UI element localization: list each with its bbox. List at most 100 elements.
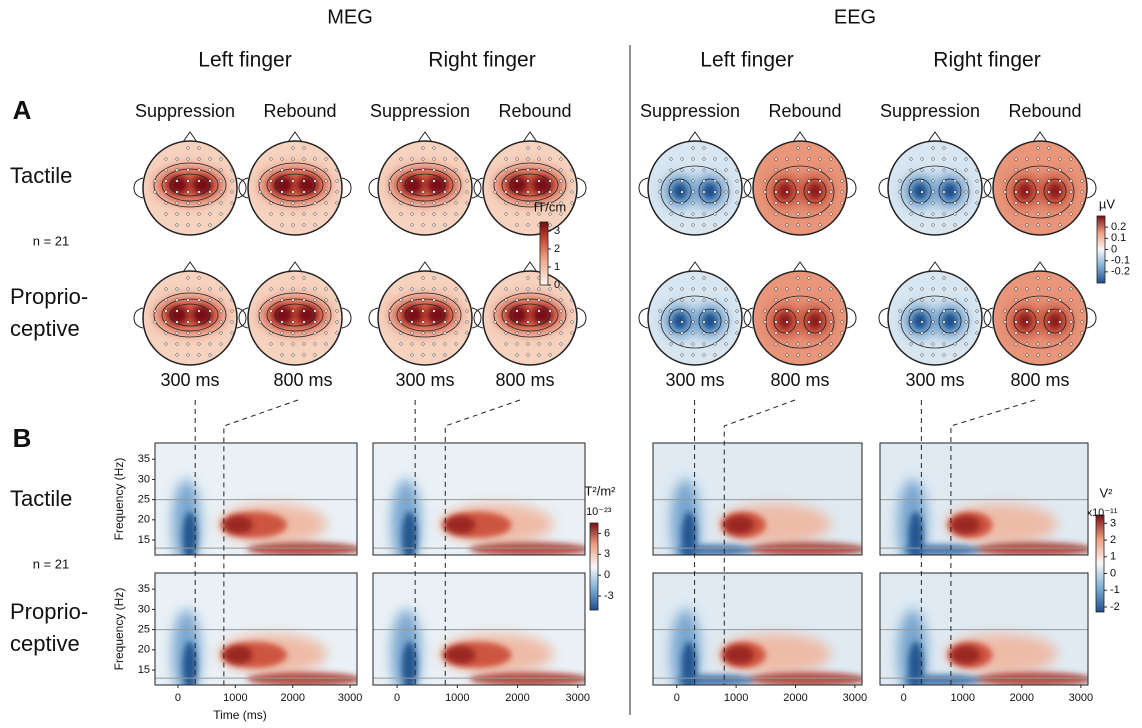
- sensor: [176, 169, 179, 172]
- sensor: [714, 224, 717, 227]
- sensor: [703, 332, 706, 335]
- topomap: [744, 262, 856, 365]
- sensor: [1070, 310, 1073, 313]
- sensor: [187, 277, 190, 280]
- sensor: [670, 191, 673, 194]
- sensor: [910, 332, 913, 335]
- sensor: [1037, 158, 1040, 161]
- sensor: [681, 191, 684, 194]
- sensor: [1015, 288, 1018, 291]
- sensor: [659, 180, 662, 183]
- sensor: [516, 191, 519, 194]
- sensor: [921, 310, 924, 313]
- sensor: [411, 332, 414, 335]
- sensor: [775, 332, 778, 335]
- sensor: [943, 332, 946, 335]
- sensor: [516, 288, 519, 291]
- sensor: [965, 310, 968, 313]
- sensor: [775, 310, 778, 313]
- sensor: [954, 354, 957, 357]
- sensor: [1081, 332, 1084, 335]
- sensor: [187, 147, 190, 150]
- sensor: [670, 169, 673, 172]
- sensor: [560, 332, 563, 335]
- sensor: [187, 213, 190, 216]
- sensor: [560, 299, 563, 302]
- sensor: [220, 288, 223, 291]
- sensor: [292, 343, 295, 346]
- blob: [261, 297, 329, 333]
- sensor: [703, 277, 706, 280]
- sensor: [538, 343, 541, 346]
- colorbar-tick-label: 3: [554, 225, 560, 237]
- phase-label: Rebound: [1008, 101, 1081, 121]
- sensor: [910, 180, 913, 183]
- row-label: ceptive: [10, 316, 80, 341]
- sensor: [433, 169, 436, 172]
- sensor: [819, 191, 822, 194]
- sensor: [455, 321, 458, 324]
- sensor: [830, 191, 833, 194]
- sensor: [505, 213, 508, 216]
- sensor: [1070, 180, 1073, 183]
- sensor: [830, 310, 833, 313]
- sensor: [281, 158, 284, 161]
- blob: [778, 183, 792, 199]
- sensor: [516, 343, 519, 346]
- colorbar-tick-label: 3: [1110, 517, 1116, 529]
- phase-label: Rebound: [263, 101, 336, 121]
- sensor: [954, 169, 957, 172]
- x-tick-label: 0: [901, 692, 907, 704]
- sensor: [270, 191, 273, 194]
- sensor: [455, 169, 458, 172]
- sensor: [176, 354, 179, 357]
- sensor: [176, 332, 179, 335]
- sensor: [943, 354, 946, 357]
- sensor: [209, 288, 212, 291]
- sensor: [932, 277, 935, 280]
- ear: [369, 308, 378, 328]
- sensor: [670, 213, 673, 216]
- sensor: [681, 310, 684, 313]
- sensor: [976, 202, 979, 205]
- sensor: [1015, 169, 1018, 172]
- sensor: [455, 191, 458, 194]
- sensor: [1015, 332, 1018, 335]
- sensor: [165, 310, 168, 313]
- blob: [913, 313, 927, 329]
- sensor: [198, 169, 201, 172]
- sensor: [670, 299, 673, 302]
- tf-blob: [951, 646, 981, 664]
- sensor: [187, 288, 190, 291]
- sensor: [670, 343, 673, 346]
- sensor: [527, 180, 530, 183]
- ear: [577, 308, 586, 328]
- sensor: [786, 224, 789, 227]
- sensor: [336, 180, 339, 183]
- sensor: [176, 299, 179, 302]
- sensor: [411, 202, 414, 205]
- sensor: [830, 158, 833, 161]
- sensor: [538, 299, 541, 302]
- sensor: [336, 202, 339, 205]
- tf-panel: [653, 573, 867, 698]
- sensor: [670, 158, 673, 161]
- sensor: [220, 321, 223, 324]
- sensor: [954, 321, 957, 324]
- sensor: [932, 213, 935, 216]
- tf-blob: [224, 516, 253, 534]
- sensor: [808, 147, 811, 150]
- sensor: [292, 224, 295, 227]
- sensor: [899, 191, 902, 194]
- sensor: [841, 321, 844, 324]
- sensor: [527, 202, 530, 205]
- sensor: [1059, 321, 1062, 324]
- sensor: [187, 354, 190, 357]
- sensor: [422, 158, 425, 161]
- sensor: [505, 180, 508, 183]
- sensor: [808, 354, 811, 357]
- sensor: [187, 191, 190, 194]
- sensor: [692, 310, 695, 313]
- sensor: [775, 180, 778, 183]
- sensor: [303, 202, 306, 205]
